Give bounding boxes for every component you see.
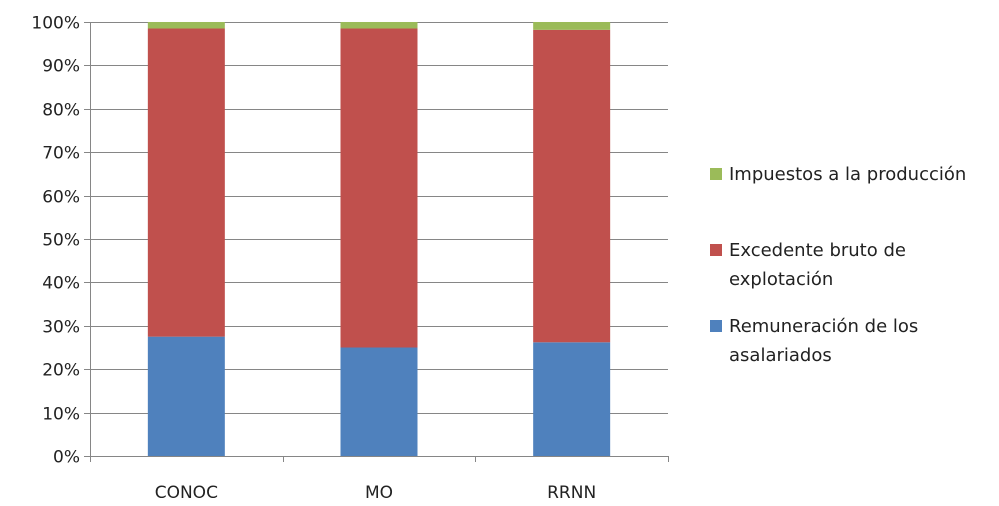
y-tick-label: 10% xyxy=(42,405,80,425)
bar-segment xyxy=(340,347,418,456)
legend-swatch xyxy=(710,244,722,256)
x-category-label: CONOC xyxy=(155,483,218,503)
bar-segment xyxy=(533,22,611,30)
legend-label: explotación xyxy=(729,269,833,290)
bar-segment xyxy=(340,22,418,29)
y-tick-label: 50% xyxy=(42,231,80,251)
x-category-label: RRNN xyxy=(547,483,596,503)
y-tick-label: 100% xyxy=(31,14,80,34)
y-tick-label: 70% xyxy=(42,144,80,164)
bar-segment xyxy=(533,29,611,343)
y-tick-label: 20% xyxy=(42,361,80,381)
y-tick-label: 30% xyxy=(42,318,80,338)
bar-segment xyxy=(147,22,225,29)
x-category-label: MO xyxy=(365,483,393,503)
bar-segment xyxy=(147,28,225,337)
bar-segment xyxy=(533,342,611,456)
legend: Impuestos a la producción Excedente bruto… xyxy=(710,164,966,366)
y-tick-label: 0% xyxy=(53,448,80,468)
y-tick-label: 60% xyxy=(42,188,80,208)
legend-swatch xyxy=(710,168,722,180)
legend-label: asalariados xyxy=(729,345,832,366)
y-tick-label: 90% xyxy=(42,57,80,77)
bar-segment xyxy=(340,28,418,348)
bars xyxy=(147,22,611,456)
axes: 0% 10% 20% 30% 40% 50% 60% 70% 80% 90% 100% CONOC MO… xyxy=(31,14,669,503)
legend-swatch xyxy=(710,320,722,332)
y-tick-label: 40% xyxy=(42,274,80,294)
legend-label: Impuestos a la producción xyxy=(729,164,966,185)
bar-segment xyxy=(147,336,225,456)
legend-label: Excedente bruto de xyxy=(729,240,906,261)
y-tick-label: 80% xyxy=(42,101,80,121)
legend-label: Remuneración de los xyxy=(729,316,918,337)
